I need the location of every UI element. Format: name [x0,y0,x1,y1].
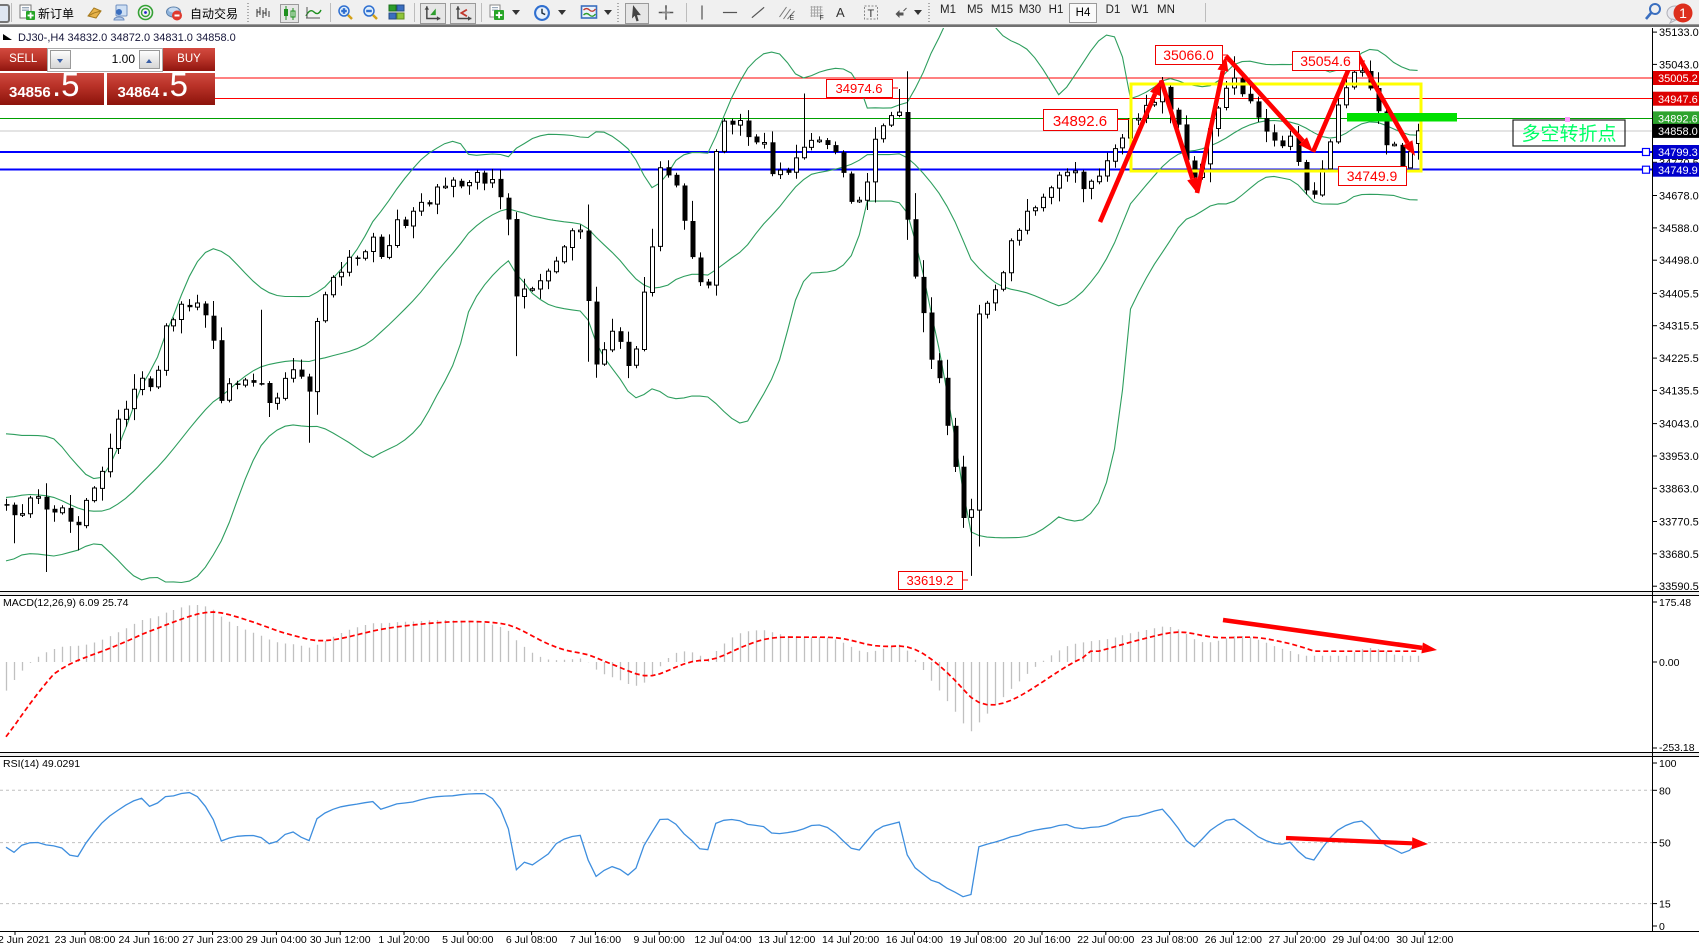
svg-text:DJ30-,H4 34832.0 34872.0 3483: DJ30-,H4 34832.0 34872.0 34831.0 34858.0 [18,32,236,44]
svg-text:1: 1 [1679,5,1687,21]
svg-text:29 Jun 04:00: 29 Jun 04:00 [246,934,307,946]
svg-text:34749.9: 34749.9 [1658,165,1698,177]
svg-text:0.00: 0.00 [1659,657,1680,669]
svg-text:80: 80 [1659,785,1671,797]
svg-text:34043.0: 34043.0 [1659,419,1699,431]
svg-text:34892.6: 34892.6 [1658,114,1698,126]
svg-text:34892.6: 34892.6 [1053,113,1107,130]
svg-text:MACD(12,26,9) 6.09 25.74: MACD(12,26,9) 6.09 25.74 [3,597,129,609]
svg-text:34225.5: 34225.5 [1659,353,1699,365]
svg-text:9 Jul 00:00: 9 Jul 00:00 [634,934,686,946]
svg-text:15: 15 [1659,899,1671,911]
svg-text:50: 50 [1659,838,1671,850]
svg-text:34588.0: 34588.0 [1659,223,1699,235]
svg-text:30 Jul 12:00: 30 Jul 12:00 [1396,934,1453,946]
svg-text:34498.0: 34498.0 [1659,255,1699,267]
svg-text:34858.0: 34858.0 [1658,126,1698,138]
svg-text:6 Jul 08:00: 6 Jul 08:00 [506,934,558,946]
svg-text:35054.6: 35054.6 [1300,53,1351,69]
svg-text:23 Jun 08:00: 23 Jun 08:00 [55,934,116,946]
svg-text:1 Jul 20:00: 1 Jul 20:00 [378,934,430,946]
svg-text:F: F [820,15,824,21]
svg-text:12 Jul 04:00: 12 Jul 04:00 [694,934,751,946]
svg-text:33680.5: 33680.5 [1659,549,1699,561]
svg-text:34678.0: 34678.0 [1659,191,1699,203]
svg-text:30 Jun 12:00: 30 Jun 12:00 [310,934,371,946]
svg-text:20 Jul 16:00: 20 Jul 16:00 [1013,934,1070,946]
svg-text:27 Jul 20:00: 27 Jul 20:00 [1269,934,1326,946]
svg-text:34947.6: 34947.6 [1658,94,1698,106]
svg-text:34799.3: 34799.3 [1658,147,1698,159]
svg-text:33619.2: 33619.2 [907,573,954,588]
svg-text:27 Jun 23:00: 27 Jun 23:00 [182,934,243,946]
svg-text:175.48: 175.48 [1659,597,1691,609]
svg-text:13 Jul 12:00: 13 Jul 12:00 [758,934,815,946]
svg-text:33770.5: 33770.5 [1659,517,1699,529]
svg-text:16 Jul 04:00: 16 Jul 04:00 [886,934,943,946]
svg-text:34749.9: 34749.9 [1347,168,1398,184]
svg-text:35133.0: 35133.0 [1659,27,1699,39]
svg-text:34315.5: 34315.5 [1659,321,1699,333]
svg-text:35066.0: 35066.0 [1163,47,1214,63]
svg-text:24 Jun 16:00: 24 Jun 16:00 [118,934,179,946]
svg-text:35043.0: 35043.0 [1659,59,1699,71]
svg-text:7 Jul 16:00: 7 Jul 16:00 [570,934,622,946]
svg-text:26 Jul 12:00: 26 Jul 12:00 [1205,934,1262,946]
svg-text:33953.0: 33953.0 [1659,451,1699,463]
svg-text:19 Jul 08:00: 19 Jul 08:00 [950,934,1007,946]
svg-text:5 Jul 00:00: 5 Jul 00:00 [442,934,494,946]
svg-text:-253.18: -253.18 [1659,742,1695,754]
svg-text:35005.2: 35005.2 [1658,73,1698,85]
svg-text:34405.5: 34405.5 [1659,288,1699,300]
svg-text:34135.5: 34135.5 [1659,385,1699,397]
svg-text:RSI(14) 49.0291: RSI(14) 49.0291 [3,758,80,770]
svg-text:2 Jun 2021: 2 Jun 2021 [0,934,50,946]
svg-text:34974.6: 34974.6 [836,81,883,96]
svg-text:多空转折点: 多空转折点 [1521,123,1616,145]
svg-text:0: 0 [1659,921,1665,933]
svg-text:E: E [790,15,795,21]
svg-text:33863.0: 33863.0 [1659,483,1699,495]
svg-text:14 Jul 20:00: 14 Jul 20:00 [822,934,879,946]
svg-text:100: 100 [1659,758,1677,770]
svg-text:22 Jul 00:00: 22 Jul 00:00 [1077,934,1134,946]
svg-text:29 Jul 04:00: 29 Jul 04:00 [1332,934,1389,946]
svg-text:23 Jul 08:00: 23 Jul 08:00 [1141,934,1198,946]
svg-text:33590.5: 33590.5 [1659,581,1699,593]
svg-text:T: T [868,8,875,20]
